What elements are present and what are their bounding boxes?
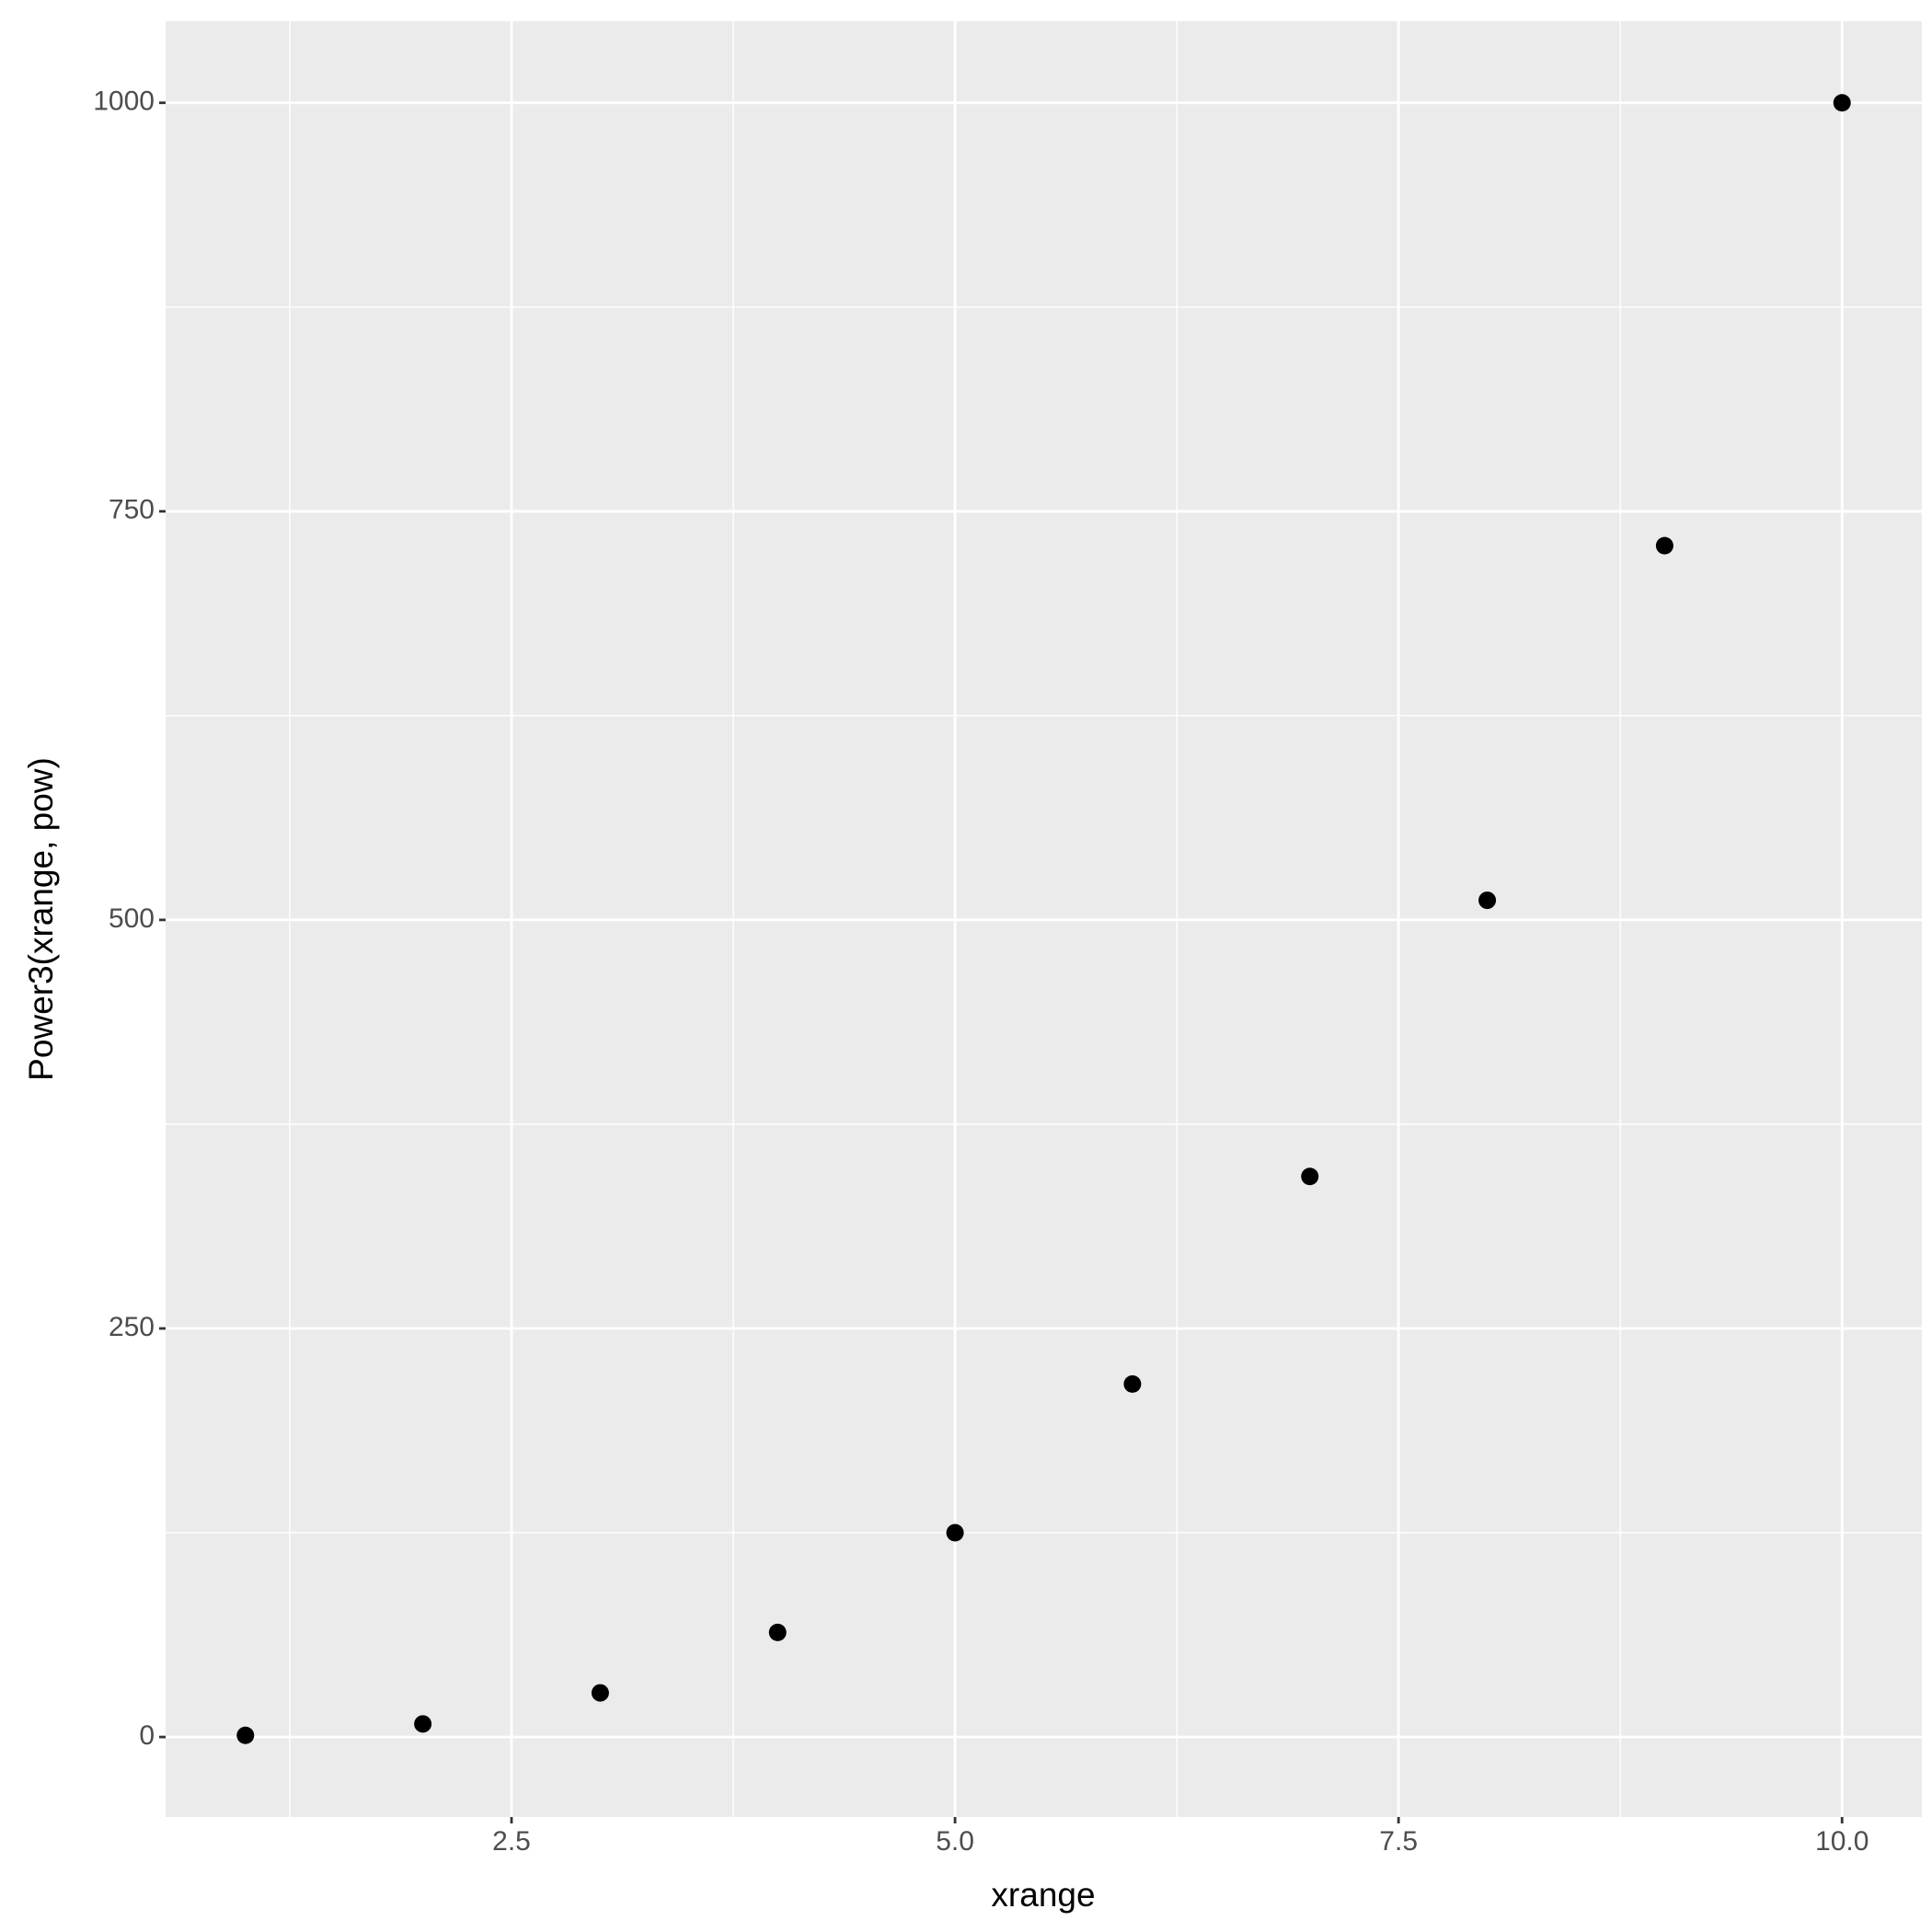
- y-tick-label: 750: [109, 495, 155, 525]
- point: [1301, 1167, 1319, 1186]
- point: [236, 1726, 255, 1744]
- y-tick-label: 0: [139, 1720, 155, 1751]
- y-tick-label: 500: [109, 903, 155, 934]
- point: [1833, 94, 1851, 112]
- point: [591, 1684, 609, 1702]
- x-tick-label: 7.5: [1379, 1826, 1418, 1857]
- point: [414, 1715, 432, 1733]
- point: [1123, 1374, 1142, 1393]
- y-tick-label: 1000: [93, 86, 155, 117]
- y-axis-title: Power3(xrange, pow): [22, 757, 60, 1081]
- point: [768, 1623, 787, 1641]
- x-tick-label: 5.0: [936, 1826, 974, 1857]
- x-tick-label: 2.5: [492, 1826, 531, 1857]
- x-tick-label: 10.0: [1815, 1826, 1869, 1857]
- point: [1655, 536, 1673, 555]
- point: [1478, 891, 1497, 910]
- x-axis-title: xrange: [991, 1876, 1095, 1914]
- point: [946, 1524, 964, 1542]
- y-tick-label: 250: [109, 1312, 155, 1342]
